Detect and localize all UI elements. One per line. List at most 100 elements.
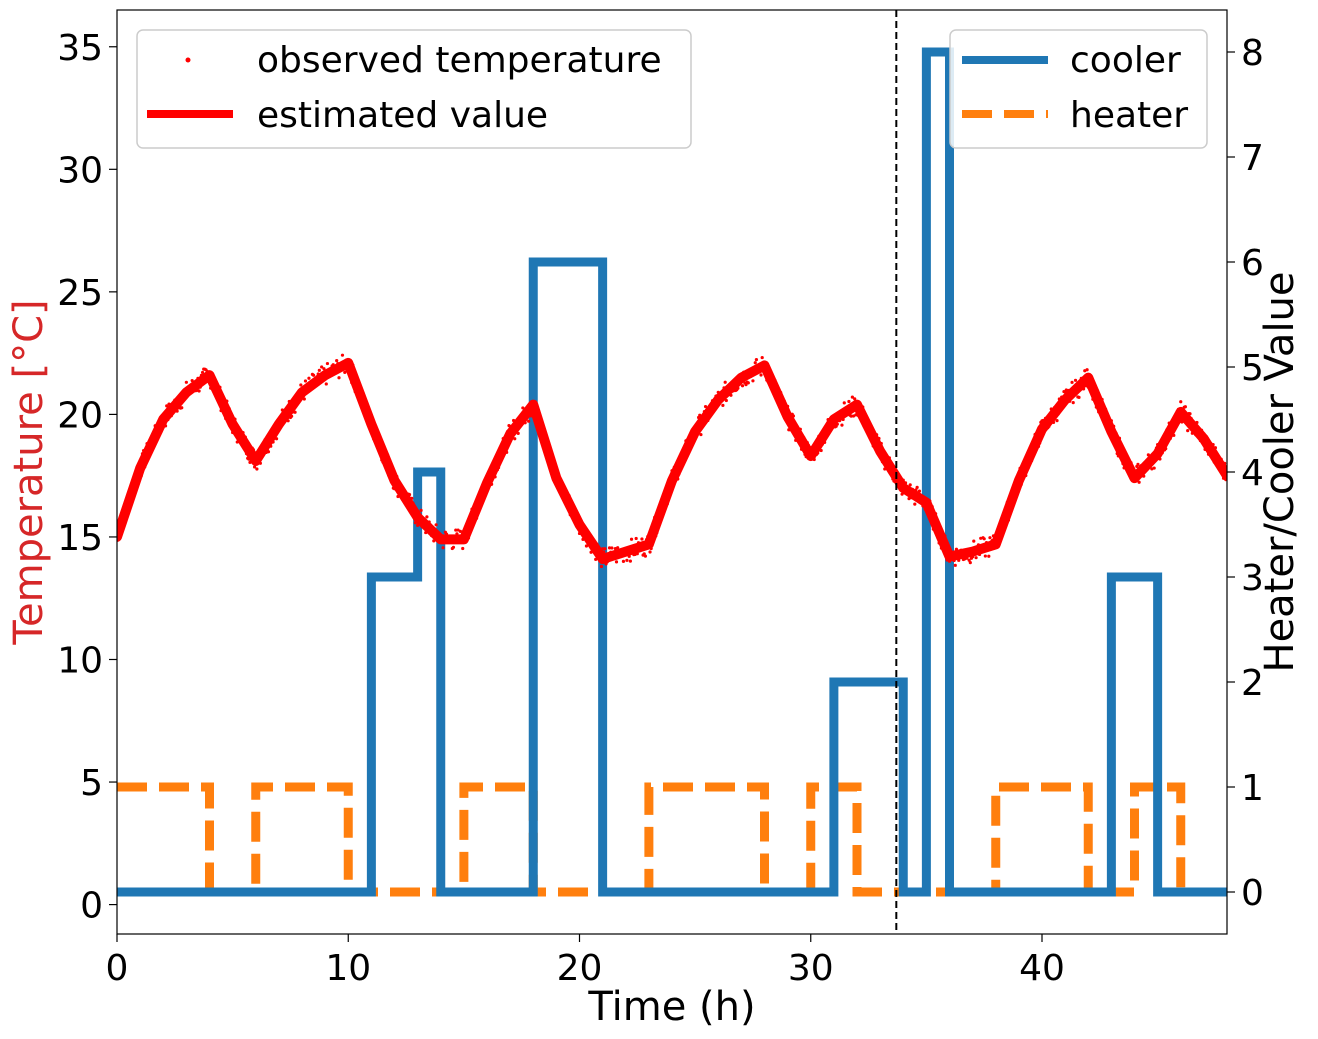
observed-point	[940, 539, 945, 543]
observed-point	[1193, 426, 1197, 430]
observed-point	[240, 433, 244, 437]
observed-point	[305, 383, 309, 387]
observed-point	[1078, 382, 1082, 386]
observed-point	[314, 380, 318, 384]
observed-point	[976, 543, 981, 547]
observed-point	[487, 476, 491, 480]
observed-point	[812, 457, 816, 462]
observed-point	[909, 496, 913, 500]
observed-point	[1199, 428, 1204, 432]
observed-point	[555, 475, 560, 479]
plot-area	[117, 47, 1227, 897]
observed-point	[751, 379, 755, 383]
observed-point	[1105, 418, 1109, 422]
observed-point	[651, 534, 656, 538]
observed-point	[760, 355, 764, 360]
observed-point	[780, 397, 784, 401]
observed-point	[298, 393, 302, 397]
observed-point	[650, 540, 654, 544]
observed-point	[982, 537, 986, 541]
observed-point	[901, 478, 905, 482]
observed-point	[353, 389, 357, 394]
observed-point	[1220, 466, 1224, 470]
y-right-tick-label: 8	[1241, 33, 1264, 74]
observed-point	[544, 447, 548, 451]
observed-point	[957, 558, 961, 562]
observed-point	[527, 419, 531, 423]
observed-point	[784, 408, 789, 412]
observed-point	[585, 536, 590, 540]
observed-point	[603, 547, 607, 551]
observed-point	[249, 451, 253, 455]
observed-point	[1027, 461, 1031, 465]
observed-point	[559, 486, 563, 490]
observed-point	[490, 482, 494, 486]
observed-point	[123, 502, 127, 507]
legend-right: cooler heater	[949, 29, 1208, 149]
observed-point	[283, 411, 287, 415]
observed-point	[1072, 390, 1076, 394]
observed-point	[580, 520, 584, 525]
y-left-tick-label: 25	[57, 273, 103, 314]
observed-point	[1038, 441, 1042, 445]
observed-point	[1073, 378, 1078, 382]
observed-point	[878, 445, 882, 449]
observed-point	[550, 465, 554, 470]
observed-point	[997, 524, 1001, 529]
observed-point	[1149, 462, 1153, 466]
observed-point	[856, 413, 860, 418]
observed-point	[476, 504, 480, 508]
observed-point	[629, 537, 634, 541]
observed-point	[873, 445, 878, 449]
observed-point	[522, 412, 526, 416]
observed-point	[387, 473, 391, 477]
observed-point	[255, 467, 259, 471]
observed-point	[670, 469, 674, 473]
observed-point	[661, 509, 665, 514]
observed-point	[1006, 518, 1011, 522]
observed-point	[1188, 412, 1192, 416]
y-left-tick-label: 30	[57, 150, 103, 191]
observed-point	[951, 554, 955, 558]
observed-point	[902, 486, 907, 491]
observed-point	[1098, 399, 1102, 403]
observed-point	[816, 451, 820, 455]
observed-point	[880, 460, 885, 464]
observed-point	[440, 536, 444, 540]
observed-point	[435, 532, 439, 536]
observed-point	[1134, 470, 1138, 474]
observed-point	[1077, 395, 1081, 399]
observed-point	[377, 442, 382, 446]
observed-point	[422, 526, 427, 530]
observed-point	[337, 376, 341, 380]
observed-point	[757, 366, 761, 371]
observed-point	[236, 439, 241, 443]
observed-point	[1219, 457, 1223, 461]
observed-point	[805, 440, 809, 445]
observed-point	[211, 384, 215, 388]
observed-point	[1012, 492, 1016, 496]
observed-point	[883, 467, 887, 471]
observed-point	[428, 523, 432, 527]
x-tick-label: 40	[1019, 948, 1065, 989]
observed-point	[1179, 400, 1183, 404]
observed-point	[573, 507, 577, 511]
observed-point	[1184, 417, 1189, 422]
observed-point	[1172, 433, 1176, 437]
observed-point	[853, 397, 857, 401]
observed-point	[710, 399, 715, 403]
observed-point	[938, 526, 942, 531]
observed-point	[132, 489, 136, 493]
observed-point	[129, 490, 133, 494]
observed-point	[577, 531, 582, 536]
observed-point	[599, 564, 604, 569]
observed-point	[792, 432, 797, 436]
observed-point	[1108, 425, 1112, 429]
y-right-tick-label: 6	[1241, 243, 1264, 284]
observed-point	[749, 374, 753, 379]
observed-point	[944, 541, 948, 545]
cooler-series-line	[117, 47, 1227, 897]
legend-observed-label: observed temperature	[257, 40, 662, 81]
observed-point	[971, 555, 975, 559]
observed-point	[426, 523, 430, 527]
